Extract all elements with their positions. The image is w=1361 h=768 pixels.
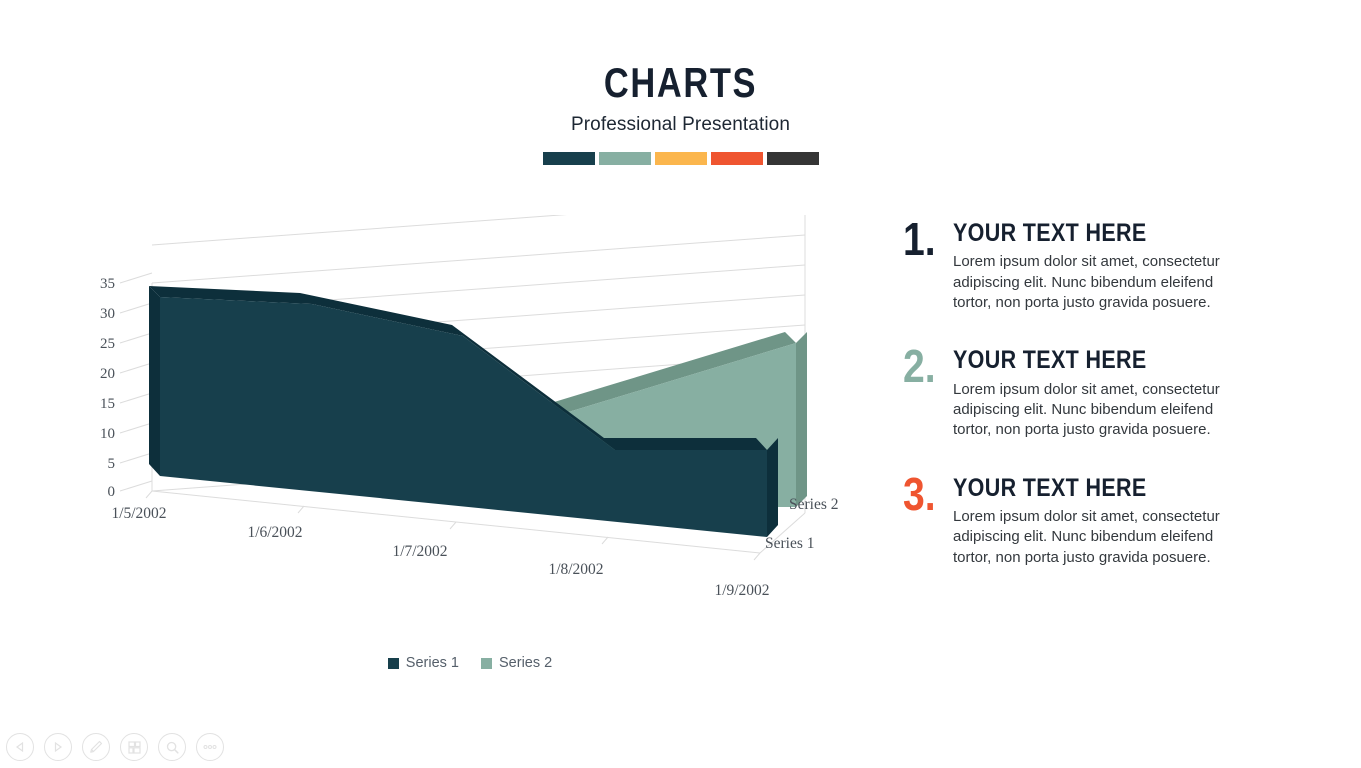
- bullet-heading: YOUR TEXT HERE: [953, 219, 1147, 247]
- bullet-text: Lorem ipsum dolor sit amet, consectetur …: [953, 253, 1220, 312]
- bullet-item: 2. YOUR TEXT HERE Lorem ipsum dolor sit am…: [903, 340, 1303, 440]
- legend-label: Series 2: [499, 655, 553, 671]
- bullet-number: 3.: [903, 467, 936, 520]
- bullet-item: 3. YOUR TEXT HERE Lorem ipsum dolor sit am…: [903, 467, 1303, 568]
- svg-text:1/8/2002: 1/8/2002: [548, 561, 603, 578]
- svg-text:0: 0: [108, 484, 116, 500]
- area-chart-3d: 35 30 25 20 15 10 5 0: [100, 215, 839, 599]
- series-1-left-cap: [149, 286, 160, 476]
- legend-item[interactable]: Series 2: [481, 655, 552, 671]
- series-1-front-face: [160, 297, 767, 537]
- legend-label: Series 1: [405, 655, 459, 671]
- bullet-item: 1. YOUR TEXT HERE Lorem ipsum dolor sit am…: [903, 213, 1303, 313]
- chart-legend: Series 1 Series 2: [60, 655, 880, 671]
- legend-item[interactable]: Series 1: [387, 655, 459, 671]
- chart-container: 35 30 25 20 15 10 5 0: [60, 215, 880, 695]
- svg-text:Series 2: Series 2: [789, 496, 839, 513]
- bullet-list: 1. YOUR TEXT HERE Lorem ipsum dolor sit am…: [903, 213, 1303, 600]
- pen-icon: [88, 739, 104, 755]
- swatch-charcoal: [766, 152, 819, 165]
- slide-header: CHARTS Professional Presentation: [0, 62, 1361, 165]
- bullet-heading: YOUR TEXT HERE: [953, 473, 1147, 502]
- color-swatch-bar: [0, 152, 1361, 165]
- series-1-side-face: [767, 438, 778, 537]
- bullet-number: 2.: [903, 340, 936, 393]
- legend-swatch-icon: [481, 657, 492, 669]
- chart-y-tick-labels: 35 30 25 20 15 10 5 0: [100, 276, 115, 500]
- bullet-body: YOUR TEXT HERE Lorem ipsum dolor sit amet…: [953, 345, 1303, 440]
- svg-text:30: 30: [100, 306, 115, 322]
- slide-grid-button[interactable]: [120, 733, 148, 761]
- svg-text:35: 35: [100, 276, 115, 292]
- page-title: CHARTS: [603, 59, 758, 106]
- series-2-top-face: [541, 332, 796, 417]
- legend-swatch-icon: [387, 657, 399, 669]
- chart-y-axis: [119, 272, 153, 492]
- svg-text:10: 10: [100, 426, 115, 442]
- svg-text:1/9/2002: 1/9/2002: [714, 582, 769, 599]
- svg-text:Series 1: Series 1: [765, 535, 815, 552]
- chart-x-tick-labels: 1/5/2002 1/6/2002 1/7/2002 1/8/2002 1/9/…: [111, 505, 769, 599]
- next-slide-button[interactable]: [44, 733, 72, 761]
- bullet-text: Lorem ipsum dolor sit amet, consectetur …: [953, 508, 1220, 566]
- bullet-heading: YOUR TEXT HERE: [953, 346, 1147, 375]
- bullet-text: Lorem ipsum dolor sit amet, consectetur …: [953, 380, 1220, 439]
- more-options-button[interactable]: [196, 733, 224, 761]
- svg-text:1/5/2002: 1/5/2002: [111, 505, 166, 522]
- triangle-right-icon: [51, 740, 65, 754]
- svg-text:1/6/2002: 1/6/2002: [247, 524, 302, 541]
- svg-text:15: 15: [100, 396, 115, 412]
- svg-text:1/7/2002: 1/7/2002: [392, 543, 447, 560]
- magnifier-icon: [165, 740, 180, 755]
- bullet-body: YOUR TEXT HERE Lorem ipsum dolor sit amet…: [953, 218, 1303, 313]
- page-subtitle: Professional Presentation: [570, 114, 790, 135]
- zoom-button[interactable]: [158, 733, 186, 761]
- previous-slide-button[interactable]: [6, 733, 34, 761]
- svg-text:20: 20: [100, 366, 115, 382]
- swatch-dark-teal: [542, 152, 595, 165]
- swatch-orange: [710, 152, 763, 165]
- chart-depth-axis-labels: Series 2 Series 1: [765, 496, 839, 552]
- pen-tool-button[interactable]: [82, 733, 110, 761]
- slide-toolbar[interactable]: [6, 733, 224, 761]
- svg-text:5: 5: [108, 456, 116, 472]
- bullet-number: 1.: [903, 213, 936, 265]
- svg-text:25: 25: [100, 336, 115, 352]
- bullet-body: YOUR TEXT HERE Lorem ipsum dolor sit amet…: [953, 473, 1303, 568]
- swatch-amber: [654, 152, 707, 165]
- triangle-left-icon: [13, 740, 27, 754]
- grid-icon: [127, 740, 142, 755]
- ellipsis-icon: [202, 743, 218, 751]
- swatch-sage: [598, 152, 651, 165]
- series-2-side-face: [796, 332, 807, 507]
